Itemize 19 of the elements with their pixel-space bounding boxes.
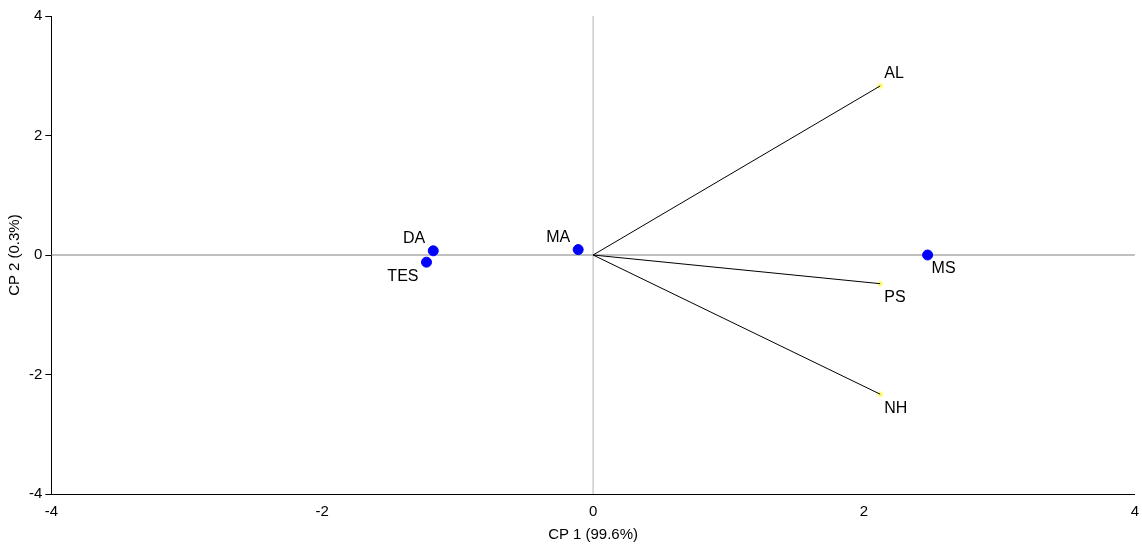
annotation: TES (387, 266, 419, 284)
y-tick-label: 2 (33, 125, 43, 143)
y-axis-title: CP 2 (0.3%) (5, 214, 23, 296)
y-tick-label: -4 (28, 484, 43, 502)
x-tick-label: 2 (859, 502, 869, 520)
annotation: MA (546, 228, 571, 246)
y-tick-label: -2 (28, 364, 43, 382)
annotation: NH (884, 398, 908, 416)
y-tick-label: 4 (33, 6, 43, 24)
annotation: MS (931, 259, 956, 277)
x-tick-label: -4 (44, 502, 59, 520)
annotation: DA (403, 229, 426, 247)
x-tick-label: 0 (588, 502, 598, 520)
x-tick-label: 4 (1130, 502, 1139, 520)
x-axis-title: CP 1 (99.6%) (548, 525, 638, 543)
annotation: PS (884, 288, 906, 306)
x-tick-label: -2 (315, 502, 329, 520)
annotation: AL (884, 64, 904, 82)
y-tick-label: 0 (33, 245, 43, 263)
